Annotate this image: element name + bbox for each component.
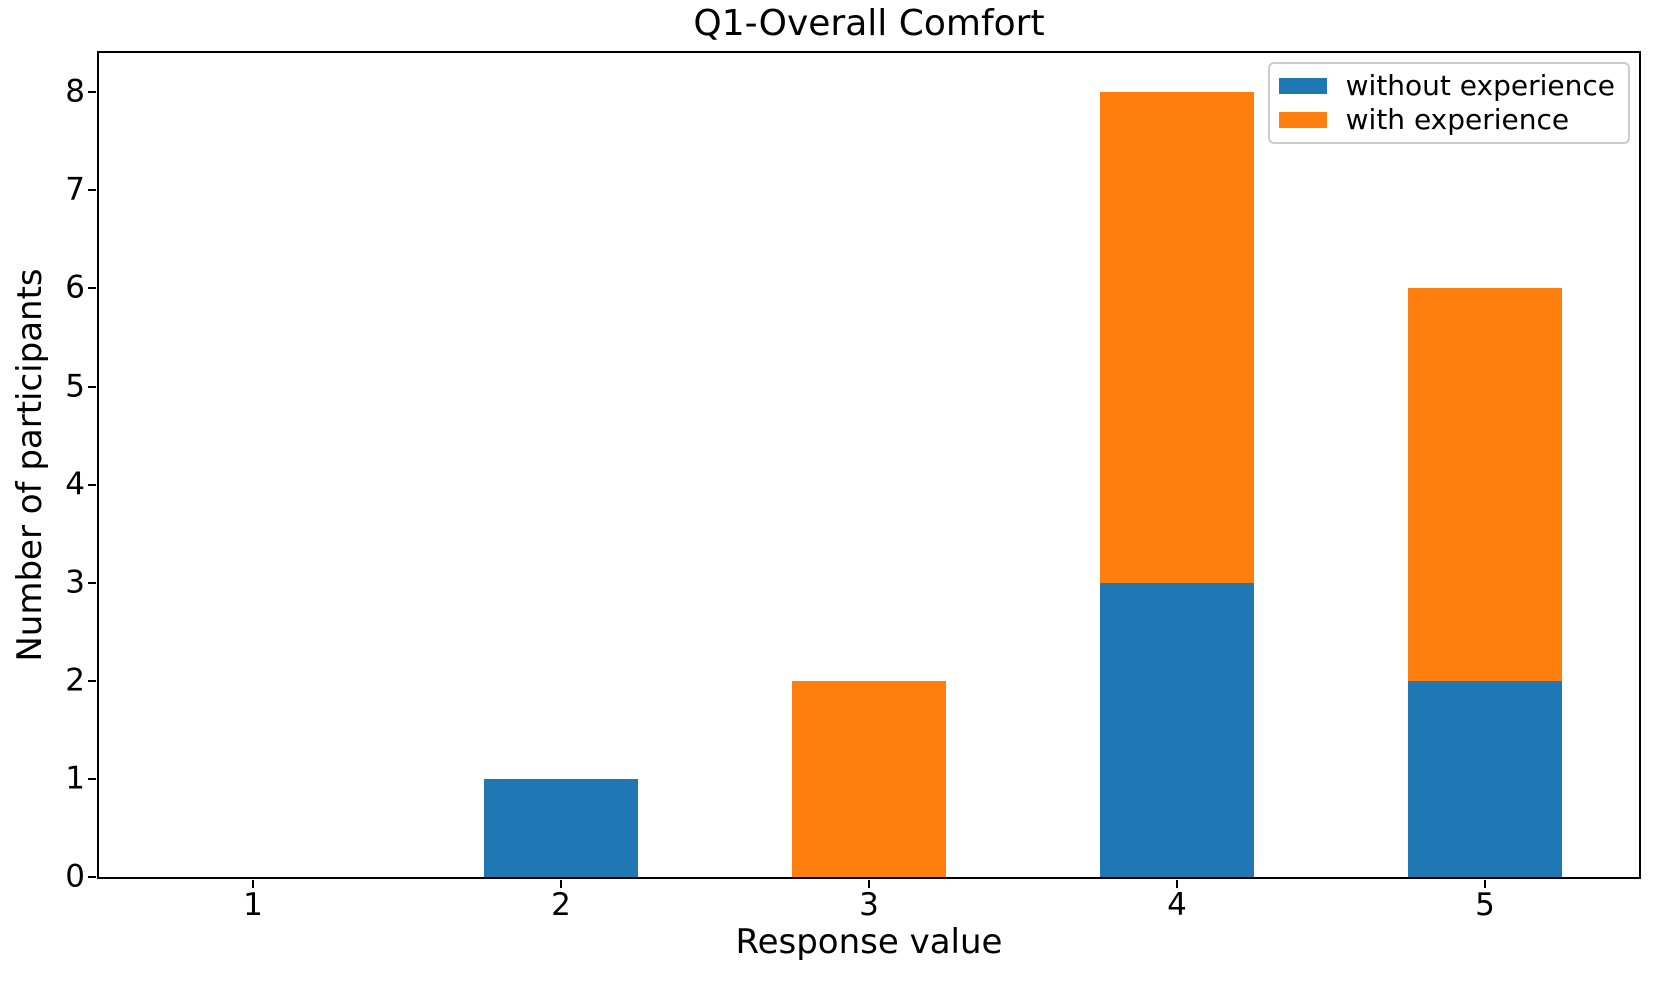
y-tick-label-0: 0 (65, 858, 85, 895)
bar-group-5 (1331, 53, 1639, 877)
bar-group-3 (715, 53, 1023, 877)
legend-swatch-icon (1278, 78, 1327, 94)
y-axis-label: Number of participants (10, 268, 50, 662)
y-tick-label-8: 8 (65, 73, 85, 110)
y-tick-label-4: 4 (65, 466, 85, 503)
bar-4-without-experience (1100, 582, 1254, 877)
legend-swatch-icon (1278, 112, 1327, 128)
y-tick-label-2: 2 (65, 662, 85, 699)
y-tick-mark-6 (88, 287, 96, 290)
bar-group-4 (1023, 53, 1331, 877)
bar-3-with-experience (792, 680, 946, 877)
y-tick-label-3: 3 (65, 564, 85, 601)
bar-5-without-experience (1408, 680, 1562, 877)
legend-entry-with-experience: with experience (1278, 103, 1615, 136)
legend: without experience with experience (1267, 62, 1630, 144)
plot-area: 0 1 2 3 4 5 6 7 8 1 2 3 4 5 without experience with e… (65, 51, 1641, 922)
x-tick-mark-1 (252, 880, 254, 888)
bar-5-with-experience (1408, 288, 1562, 681)
bar-2-without-experience (484, 778, 638, 877)
x-tick-label-1: 1 (243, 887, 263, 923)
y-tick-label-1: 1 (65, 760, 85, 797)
y-tick-label-6: 6 (65, 269, 85, 306)
y-tick-mark-7 (88, 189, 96, 192)
y-tick-mark-0 (88, 876, 96, 878)
x-tick-label-3: 3 (859, 887, 879, 923)
legend-label: without experience (1345, 69, 1615, 102)
x-tick-mark-5 (1484, 880, 1486, 888)
bars-layer (99, 53, 1639, 877)
legend-entry-without-experience: without experience (1278, 69, 1615, 102)
legend-label: with experience (1345, 103, 1570, 136)
y-tick-mark-5 (88, 385, 96, 388)
chart-title: Q1-Overall Comfort (693, 3, 1045, 44)
y-tick-label-7: 7 (65, 171, 85, 208)
y-tick-mark-8 (88, 91, 96, 94)
bar-group-1 (99, 53, 407, 877)
x-tick-mark-4 (1176, 880, 1178, 888)
x-tick-label-2: 2 (551, 887, 571, 923)
x-axis-label: Response value (735, 922, 1003, 962)
y-tick-mark-3 (88, 581, 96, 584)
y-tick-mark-2 (88, 679, 96, 682)
y-tick-mark-1 (88, 777, 96, 780)
bar-4-with-experience (1100, 92, 1254, 583)
y-tick-label-5: 5 (65, 368, 85, 405)
x-tick-label-5: 5 (1475, 887, 1495, 923)
y-tick-mark-4 (88, 483, 96, 486)
x-tick-label-4: 4 (1167, 887, 1187, 923)
x-tick-mark-2 (560, 880, 562, 888)
x-tick-mark-3 (868, 880, 870, 888)
bar-group-2 (407, 53, 715, 877)
